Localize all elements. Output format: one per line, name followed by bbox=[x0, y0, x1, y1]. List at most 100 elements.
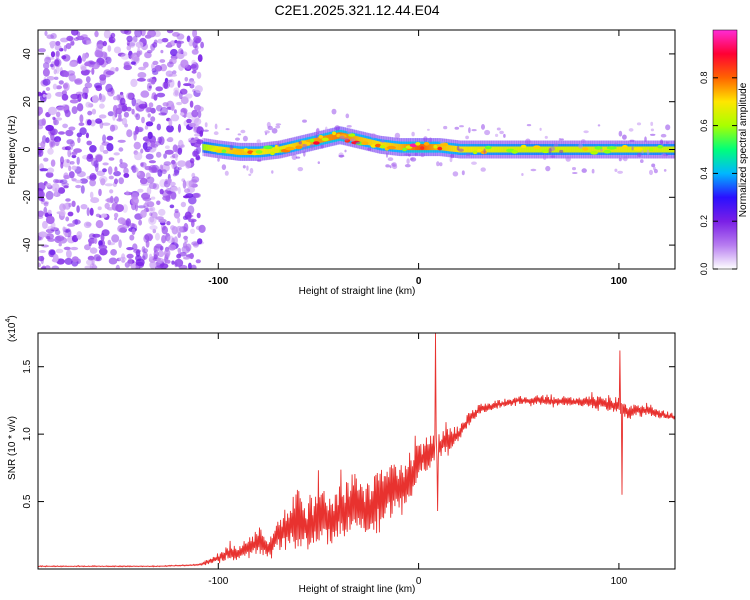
ridge-cell bbox=[559, 146, 563, 153]
speckle bbox=[641, 150, 644, 154]
ridge-cell bbox=[485, 146, 489, 153]
noise-blob bbox=[148, 85, 152, 89]
noise-blob bbox=[55, 117, 63, 121]
ridge-peak bbox=[657, 144, 664, 149]
speckle bbox=[344, 149, 347, 153]
speckle bbox=[660, 133, 667, 138]
noise-blob bbox=[81, 34, 88, 39]
noise-blob bbox=[95, 154, 103, 162]
noise-blob bbox=[119, 97, 126, 106]
noise-blob bbox=[158, 218, 167, 223]
ridge-cell bbox=[424, 144, 428, 151]
noise-blob bbox=[135, 125, 139, 135]
noise-blob bbox=[161, 169, 167, 175]
noise-blob bbox=[76, 156, 80, 165]
noise-blob bbox=[97, 206, 102, 211]
speckle bbox=[386, 152, 388, 158]
ridge-cell bbox=[528, 146, 532, 153]
noise-blob bbox=[52, 83, 58, 90]
speckle bbox=[545, 165, 551, 172]
noise-blob bbox=[154, 65, 163, 72]
noise-blob bbox=[53, 69, 57, 75]
ridge-cell bbox=[526, 146, 530, 153]
ridge-cell bbox=[436, 144, 440, 151]
speckle bbox=[302, 143, 308, 149]
noise-blob bbox=[113, 96, 118, 101]
noise-blob bbox=[84, 244, 91, 251]
ridge-peak bbox=[332, 131, 337, 136]
ridge-cell bbox=[281, 145, 285, 152]
ridge-cell bbox=[384, 142, 388, 149]
ridge-cell bbox=[534, 146, 538, 153]
snr-series-line bbox=[38, 333, 675, 568]
ridge-cell bbox=[514, 146, 518, 153]
noise-blob bbox=[38, 91, 42, 97]
ridge-cell bbox=[413, 144, 417, 151]
noise-blob bbox=[59, 210, 66, 217]
noise-blob bbox=[183, 83, 192, 87]
noise-blob bbox=[85, 40, 92, 45]
speckle bbox=[622, 156, 628, 162]
speckle bbox=[666, 141, 669, 144]
noise-blob bbox=[149, 216, 155, 223]
noise-blob bbox=[79, 178, 88, 184]
noise-blob bbox=[62, 158, 71, 168]
ridge-cell bbox=[240, 148, 244, 155]
speckle bbox=[224, 170, 229, 176]
noise-blob bbox=[86, 259, 94, 266]
noise-blob bbox=[38, 142, 42, 147]
noise-blob bbox=[164, 145, 170, 149]
noise-blob bbox=[138, 66, 146, 71]
speckle bbox=[622, 134, 627, 140]
ridge-cell bbox=[333, 133, 338, 140]
noise-blob bbox=[101, 229, 110, 237]
ridge-peak bbox=[295, 145, 303, 150]
noise-blob bbox=[94, 49, 101, 58]
noise-blob bbox=[53, 58, 62, 67]
noise-blob bbox=[62, 123, 68, 129]
noise-blob bbox=[76, 231, 83, 240]
noise-blob bbox=[188, 139, 197, 143]
speckle bbox=[530, 168, 537, 172]
ridge-cell bbox=[516, 146, 520, 153]
ridge-cell bbox=[474, 146, 478, 153]
noise-blob bbox=[74, 219, 78, 225]
noise-blob bbox=[64, 232, 69, 238]
noise-blob bbox=[159, 59, 166, 63]
noise-blob bbox=[136, 50, 141, 57]
noise-blob bbox=[113, 46, 122, 54]
speckle bbox=[650, 128, 655, 132]
noise-blob bbox=[152, 228, 157, 234]
noise-blob bbox=[144, 51, 152, 59]
noise-blob bbox=[38, 48, 46, 53]
noise-blob bbox=[38, 210, 44, 217]
speckle bbox=[391, 163, 395, 166]
noise-blob bbox=[189, 228, 196, 234]
speckle bbox=[458, 148, 464, 152]
noise-blob bbox=[125, 218, 131, 227]
ridge-cell bbox=[492, 146, 496, 153]
speckle bbox=[521, 173, 524, 176]
speckle bbox=[242, 135, 248, 142]
noise-blob bbox=[130, 53, 139, 62]
speckle bbox=[355, 141, 361, 145]
noise-blob bbox=[89, 174, 93, 181]
noise-blob bbox=[107, 166, 113, 175]
ridge-cell bbox=[360, 137, 365, 144]
ridge-cell bbox=[517, 146, 521, 153]
noise-blob bbox=[71, 165, 77, 170]
noise-blob bbox=[194, 85, 203, 94]
noise-blob bbox=[158, 112, 167, 116]
speckle bbox=[646, 149, 650, 155]
speckle bbox=[465, 135, 469, 140]
ridge-peak bbox=[243, 148, 249, 152]
noise-blob bbox=[94, 30, 99, 38]
noise-blob bbox=[146, 176, 155, 184]
speckle bbox=[597, 124, 601, 127]
noise-blob bbox=[153, 94, 158, 101]
snr-plot-area bbox=[38, 333, 675, 568]
ridge-cell bbox=[232, 148, 237, 155]
noise-blob bbox=[193, 192, 201, 199]
noise-blob bbox=[135, 102, 139, 111]
spectrogram-axes: -100 0 100 -40 -20 0 20 40 bbox=[22, 30, 675, 287]
